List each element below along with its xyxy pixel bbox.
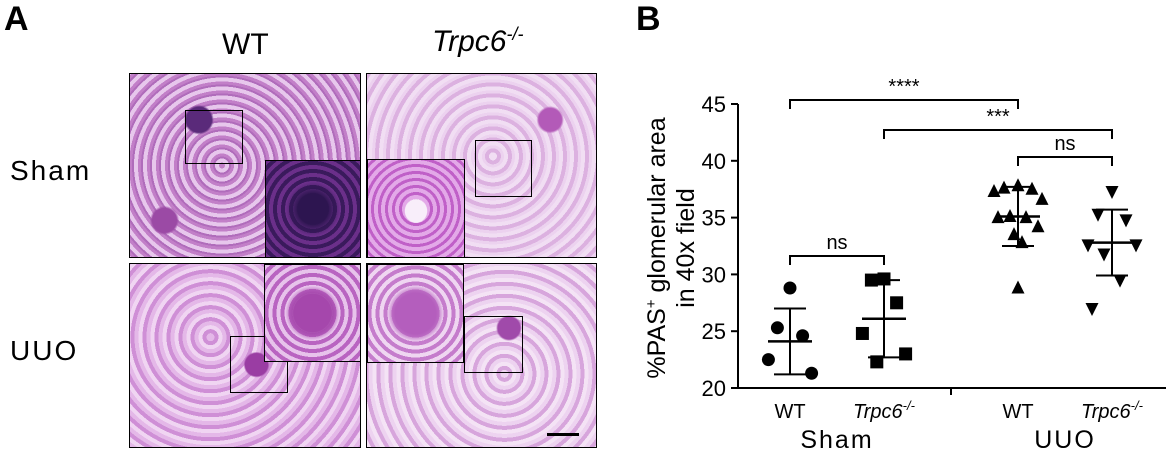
micrograph-uuo-wt bbox=[129, 263, 361, 448]
data-point bbox=[1105, 185, 1119, 199]
y-tick-label: 30 bbox=[702, 262, 726, 287]
significance-label: **** bbox=[888, 76, 919, 98]
micrograph-sham-wt bbox=[129, 73, 361, 258]
data-point bbox=[870, 355, 884, 369]
data-point bbox=[805, 366, 819, 380]
scale-bar bbox=[547, 433, 579, 436]
y-tick-label: 45 bbox=[702, 92, 726, 117]
row-label-uuo: UUO bbox=[10, 335, 79, 366]
data-point bbox=[1011, 280, 1025, 294]
zoom-region-box bbox=[475, 140, 532, 197]
significance-label: ns bbox=[1054, 133, 1075, 155]
data-point bbox=[877, 272, 891, 286]
group-label-uuo: UUO bbox=[1034, 426, 1096, 454]
group-label-sham: Sham bbox=[800, 426, 873, 454]
panel-b-letter: B bbox=[636, 0, 661, 38]
micrograph-sham-trpc6 bbox=[366, 73, 597, 258]
data-point bbox=[761, 353, 775, 367]
significance-label: ns bbox=[826, 232, 847, 254]
significance-bracket bbox=[1017, 156, 1113, 166]
data-point bbox=[1119, 214, 1133, 228]
x-tick-label: Trpc6-/- bbox=[853, 398, 916, 423]
data-point bbox=[1035, 191, 1049, 205]
y-axis-label-line2: in 40x field bbox=[672, 188, 700, 308]
column-label-wt: WT bbox=[222, 28, 269, 61]
x-tick-label: Trpc6-/- bbox=[1081, 398, 1144, 423]
data-point bbox=[1025, 181, 1039, 195]
data-point bbox=[783, 281, 797, 295]
zoom-inset bbox=[265, 160, 360, 257]
y-tick-label: 35 bbox=[702, 206, 726, 231]
significance-bracket bbox=[789, 255, 885, 265]
y-axis-label: %PAS+ glomerular area bbox=[643, 117, 671, 378]
data-point bbox=[1097, 248, 1111, 262]
data-point bbox=[1113, 274, 1127, 288]
column-label-trpc6: Trpc6-/- bbox=[432, 24, 523, 59]
data-point bbox=[890, 296, 904, 310]
zoom-region-box bbox=[230, 336, 288, 393]
zoom-inset bbox=[367, 159, 465, 257]
data-point bbox=[899, 347, 913, 361]
data-point bbox=[1091, 208, 1105, 222]
panel-a-letter: A bbox=[4, 0, 29, 38]
zoom-region-box bbox=[464, 316, 523, 373]
column-label-trpc6-sup: -/- bbox=[506, 24, 524, 44]
significance-bracket bbox=[883, 129, 1113, 139]
zoom-inset bbox=[367, 264, 464, 363]
data-point bbox=[1129, 239, 1143, 253]
micrograph-uuo-trpc6 bbox=[366, 263, 597, 448]
data-point bbox=[1031, 219, 1045, 233]
significance-label: *** bbox=[986, 106, 1010, 128]
row-label-sham: Sham bbox=[10, 155, 92, 186]
y-tick-label: 25 bbox=[702, 319, 726, 344]
data-point bbox=[1081, 239, 1095, 253]
y-tick-label: 40 bbox=[702, 149, 726, 174]
data-point bbox=[1085, 302, 1099, 316]
column-label-trpc6-base: Trpc6 bbox=[432, 25, 507, 58]
y-tick-label: 20 bbox=[702, 376, 726, 401]
zoom-inset bbox=[264, 264, 360, 362]
data-point bbox=[855, 326, 869, 340]
zoom-region-box bbox=[185, 110, 243, 164]
data-point bbox=[987, 183, 1001, 197]
x-tick-label: WT bbox=[1002, 401, 1033, 423]
x-tick-label: WT bbox=[774, 401, 805, 423]
data-point bbox=[796, 329, 810, 343]
significance-bracket bbox=[789, 99, 1019, 109]
data-point bbox=[1011, 178, 1025, 192]
data-point bbox=[770, 321, 784, 335]
